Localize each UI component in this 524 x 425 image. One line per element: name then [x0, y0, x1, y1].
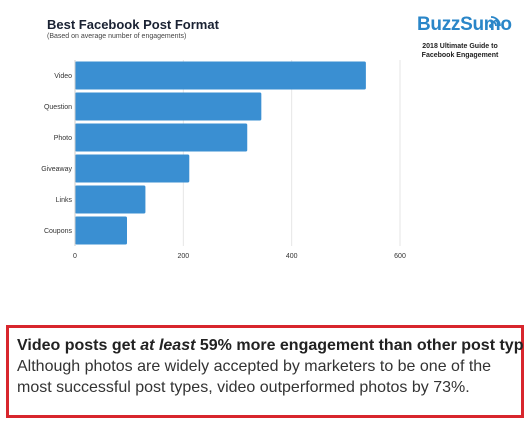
category-label-photo: Photo — [54, 135, 72, 142]
x-tick-label-0: 0 — [73, 253, 77, 260]
brand-caption-line1: 2018 Ultimate Guide to — [422, 43, 498, 50]
x-tick-label-1: 200 — [177, 253, 189, 260]
bar-links — [75, 185, 146, 214]
category-label-giveaway: Giveaway — [41, 166, 72, 173]
chart-title: Best Facebook Post Format — [47, 17, 219, 32]
bar-photo — [75, 123, 248, 152]
buzzsumo-logo: BuzzSumo — [417, 14, 512, 35]
callout-headline-part2: 59% more engagement than other post type… — [195, 337, 524, 354]
category-label-coupons: Coupons — [44, 228, 73, 235]
x-tick-label-2: 400 — [286, 253, 298, 260]
bar-video — [75, 61, 366, 90]
bar-giveaway — [75, 154, 190, 183]
x-tick-label-3: 600 — [394, 253, 406, 260]
category-label-video: Video — [54, 73, 72, 80]
bar-question — [75, 92, 262, 121]
brand-caption-line2: Facebook Engagement — [421, 52, 499, 59]
bar-coupons — [75, 216, 127, 245]
brand-caption: 2018 Ultimate Guide to Facebook Engageme… — [400, 42, 520, 60]
chart-subtitle: (Based on average number of engagements) — [47, 33, 187, 40]
callout-headline-emphasis: at least — [140, 337, 196, 354]
category-label-links: Links — [56, 197, 73, 204]
bar-chart: Video Question Photo Giveaway Links Coupons 0 2… — [41, 60, 406, 260]
category-label-question: Question — [44, 104, 72, 111]
signal-wave-icon — [489, 16, 501, 28]
callout-headline-part1: Video posts get — [17, 337, 141, 354]
callout-box: Video posts get at least 59% more engage… — [6, 325, 524, 418]
callout-headline: Video posts get at least 59% more engage… — [17, 335, 524, 356]
callout-body: Although photos are widely accepted by m… — [17, 358, 492, 396]
